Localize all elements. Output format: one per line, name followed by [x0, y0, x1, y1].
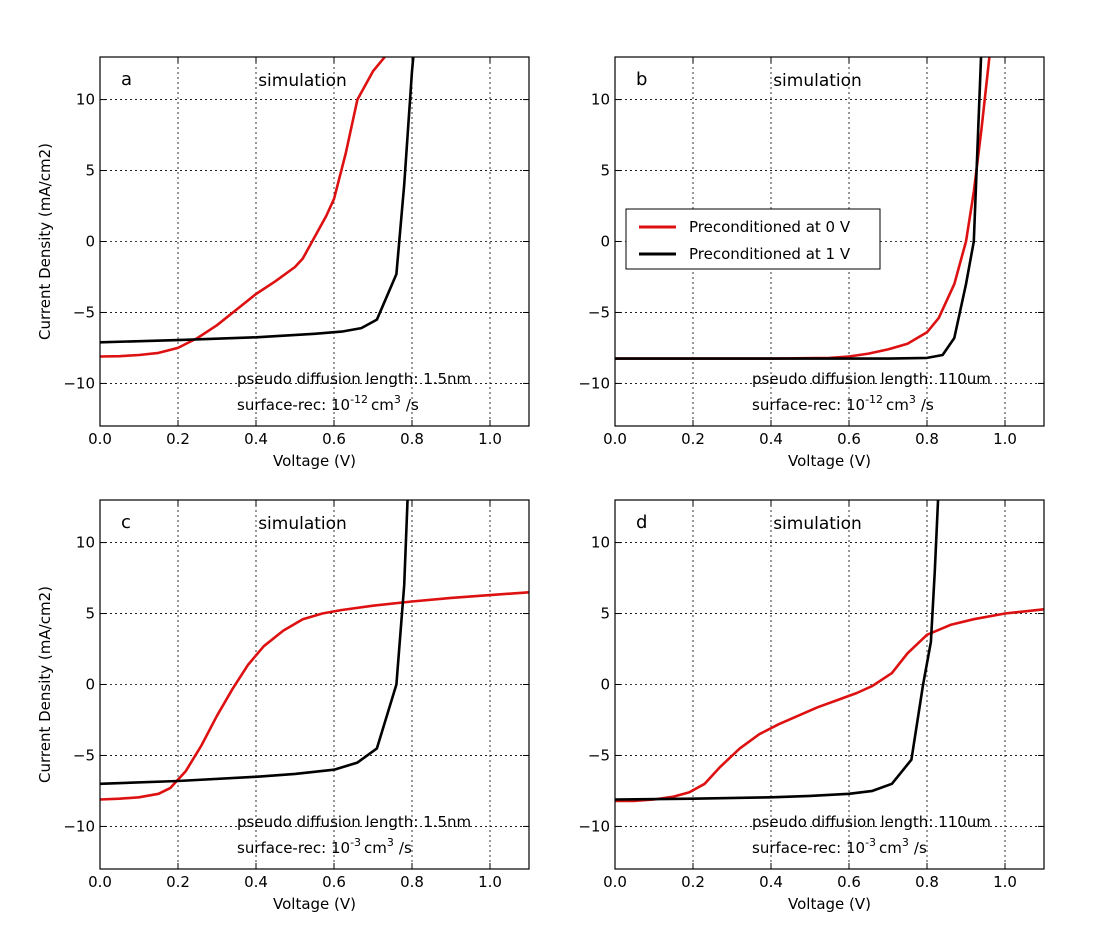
x-tick-label: 1.0 [993, 873, 1017, 891]
annotation-diffusion-length: pseudo diffusion length: 110um [752, 370, 991, 388]
y-tick-label: −5 [588, 746, 610, 764]
panel-title: simulation [258, 71, 347, 91]
y-tick-label: 0 [600, 676, 610, 694]
x-tick-label: 0.2 [166, 430, 190, 448]
annotation-surface-rec: surface-rec: 10-3 cm3/s [752, 836, 927, 857]
y-tick-label: 10 [76, 534, 95, 552]
x-tick-label: 0.4 [244, 873, 268, 891]
x-tick-label: 0.8 [915, 873, 939, 891]
x-axis-label: Voltage (V) [788, 452, 871, 470]
x-tick-label: 0.4 [759, 430, 783, 448]
legend-label: Preconditioned at 0 V [689, 218, 851, 236]
x-tick-label: 0.0 [88, 873, 112, 891]
y-tick-label: 10 [76, 91, 95, 109]
legend-label: Preconditioned at 1 V [689, 245, 851, 263]
x-tick-label: 0.8 [400, 430, 424, 448]
x-tick-label: 0.6 [837, 873, 861, 891]
panel-letter: a [121, 69, 132, 90]
legend: Preconditioned at 0 V Preconditioned at 1… [625, 208, 881, 270]
x-tick-label: 1.0 [478, 873, 502, 891]
y-tick-label: −5 [73, 746, 95, 764]
y-tick-label: 0 [85, 676, 95, 694]
x-tick-label: 1.0 [478, 430, 502, 448]
panel-letter: c [121, 512, 131, 533]
y-tick-label: 10 [591, 91, 610, 109]
x-tick-label: 0.2 [681, 430, 705, 448]
y-tick-label: 5 [600, 605, 610, 623]
y-tick-label: 0 [85, 233, 95, 251]
y-tick-label: 0 [600, 233, 610, 251]
annotation-diffusion-length: pseudo diffusion length: 1.5nm [237, 813, 471, 831]
x-axis-label: Voltage (V) [788, 895, 871, 913]
y-tick-label: −5 [73, 303, 95, 321]
panel-title: simulation [773, 514, 862, 534]
series-line-preconditioned-0v [100, 591, 529, 801]
panel-title: simulation [258, 514, 347, 534]
y-tick-label: 5 [600, 162, 610, 180]
series-line-preconditioned-1v [100, 57, 415, 344]
series-line-preconditioned-0v [615, 608, 1044, 803]
y-tick-label: −5 [588, 303, 610, 321]
x-tick-label: 0.4 [759, 873, 783, 891]
legend-box [625, 208, 881, 270]
x-tick-label: 1.0 [993, 430, 1017, 448]
y-tick-label: −10 [578, 374, 610, 392]
y-tick-label: 5 [85, 605, 95, 623]
series-line-preconditioned-1v [615, 500, 940, 801]
x-tick-label: 0.0 [603, 430, 627, 448]
x-tick-label: 0.2 [166, 873, 190, 891]
x-tick-label: 0.6 [837, 430, 861, 448]
annotation-surface-rec: surface-rec: 10-3 cm3/s [237, 836, 412, 857]
panel-c: 0.0 0.2 0.4 0.6 0.8 1.0 10 5 0 −5 −10 Voltage (V) Cu… [36, 499, 530, 913]
y-tick-label: 5 [85, 162, 95, 180]
series-line-preconditioned-0v [615, 57, 991, 360]
y-tick-label: −10 [578, 817, 610, 835]
x-tick-label: 0.6 [322, 873, 346, 891]
x-tick-label: 0.8 [915, 430, 939, 448]
x-tick-label: 0.0 [88, 430, 112, 448]
y-axis-label: Current Density (mA/cm2) [36, 586, 54, 783]
annotation-diffusion-length: pseudo diffusion length: 110um [752, 813, 991, 831]
y-tick-label: −10 [63, 374, 95, 392]
x-axis-label: Voltage (V) [273, 895, 356, 913]
y-tick-label: −10 [63, 817, 95, 835]
x-tick-label: 0.8 [400, 873, 424, 891]
x-tick-label: 0.6 [322, 430, 346, 448]
panel-letter: b [636, 69, 647, 90]
series-line-preconditioned-1v [100, 500, 409, 786]
panel-title: simulation [773, 71, 862, 91]
y-tick-label: 10 [591, 534, 610, 552]
panel-a: 0.0 0.2 0.4 0.6 0.8 1.0 10 5 0 −5 −10 Voltage (V) Cu… [36, 56, 530, 470]
series-line-preconditioned-0v [100, 57, 387, 358]
panel-d: 0.0 0.2 0.4 0.6 0.8 1.0 10 5 0 −5 −10 Voltage (V) d s… [578, 499, 1045, 913]
x-tick-label: 0.4 [244, 430, 268, 448]
annotation-surface-rec: surface-rec: 10-12 cm3/s [237, 393, 419, 414]
x-axis-label: Voltage (V) [273, 452, 356, 470]
series-line-preconditioned-1v [615, 57, 983, 360]
x-tick-label: 0.2 [681, 873, 705, 891]
y-axis-label: Current Density (mA/cm2) [36, 143, 54, 340]
panel-letter: d [636, 512, 647, 533]
annotation-surface-rec: surface-rec: 10-12 cm3/s [752, 393, 934, 414]
annotation-diffusion-length: pseudo diffusion length: 1.5nm [237, 370, 471, 388]
x-tick-label: 0.0 [603, 873, 627, 891]
